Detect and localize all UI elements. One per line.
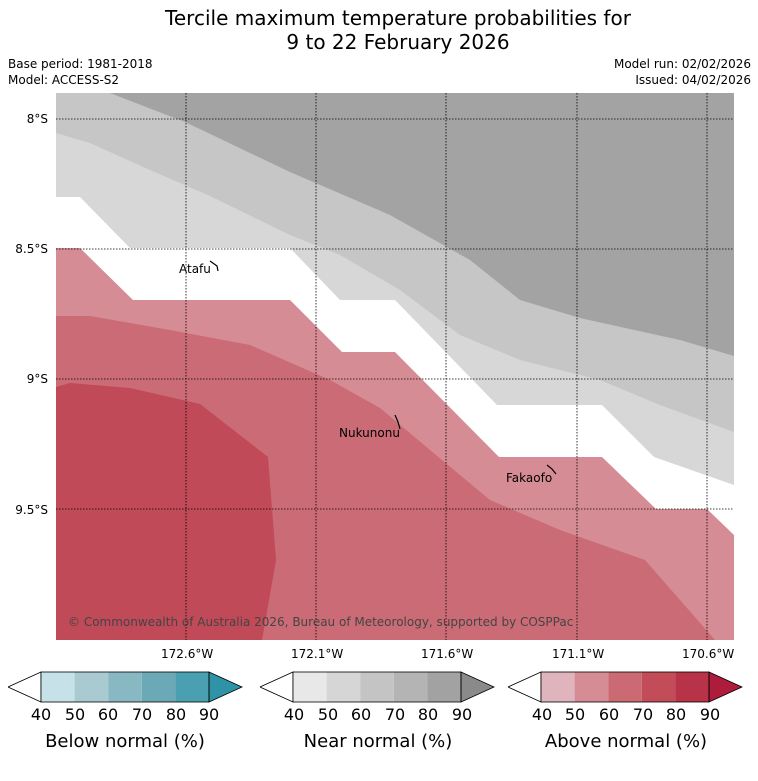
grid-lines	[56, 93, 734, 640]
tick: 90	[699, 705, 721, 724]
tick: 60	[97, 705, 119, 724]
colorbar-low-extend	[8, 671, 42, 703]
colorbar-segment	[293, 672, 327, 702]
colorbar-frame	[540, 671, 710, 703]
colorbar-segment	[641, 672, 676, 702]
chart-title: Tercile maximum temperature probabilitie…	[0, 6, 758, 54]
tick: 80	[417, 705, 439, 724]
meta-right: Model run: 02/02/2026 Issued: 04/02/2026	[614, 56, 751, 88]
colorbar-frame	[292, 671, 462, 703]
colorbar-near	[260, 671, 495, 703]
tick: 50	[564, 705, 586, 724]
zone-above-70	[56, 383, 276, 640]
colorbar-near-title: Near normal (%)	[303, 731, 453, 752]
colorbar-segment	[141, 672, 176, 702]
tick: 40	[531, 705, 553, 724]
tick: 80	[665, 705, 687, 724]
lon-label-170.6: 170.6°W	[682, 647, 735, 661]
colorbar-above	[508, 671, 743, 703]
lon-label-171.1: 171.1°W	[552, 647, 605, 661]
colorbar-segment	[427, 672, 461, 702]
tick: 90	[198, 705, 220, 724]
model-run: Model run: 02/02/2026	[613, 57, 751, 71]
atafu-outline	[209, 260, 219, 272]
nukunonu-outline	[394, 414, 401, 430]
copyright-notice: © Commonwealth of Australia 2026, Bureau…	[68, 615, 573, 629]
tick: 40	[30, 705, 52, 724]
colorbar-segment	[74, 672, 109, 702]
lat-label-8.5: 8.5°S	[15, 242, 48, 256]
atoll-markers	[209, 260, 557, 475]
lat-label-8: 8°S	[27, 112, 48, 126]
lon-label-172.6: 172.6°W	[161, 647, 214, 661]
colorbar-high-extend	[208, 671, 243, 703]
tick: 50	[317, 705, 339, 724]
colorbar-below-title: Below normal (%)	[45, 731, 205, 752]
meta-left: Base period: 1981-2018 Model: ACCESS-S2	[8, 56, 153, 88]
place-nukunonu: Nukunonu	[339, 426, 400, 440]
place-fakaofo: Fakaofo	[506, 471, 552, 485]
lon-label-172.1: 172.1°W	[291, 647, 344, 661]
model-name: Model: ACCESS-S2	[8, 73, 120, 87]
lat-label-9: 9°S	[27, 372, 48, 386]
tick: 50	[64, 705, 86, 724]
tick: 70	[384, 705, 406, 724]
lat-label-9.5: 9.5°S	[15, 503, 48, 517]
fakaofo-outline	[546, 464, 557, 475]
lon-label-171.6: 171.6°W	[421, 647, 474, 661]
title-line-1: Tercile maximum temperature probabilitie…	[165, 6, 631, 30]
colorbar-segment	[326, 672, 361, 702]
colorbar-segment	[175, 672, 209, 702]
tick: 70	[632, 705, 654, 724]
colorbar-segment	[574, 672, 609, 702]
colorbar-segment	[608, 672, 642, 702]
tick: 40	[283, 705, 305, 724]
colorbar-segment	[41, 672, 75, 702]
map-area	[56, 93, 734, 640]
colorbar-low-extend	[508, 671, 542, 703]
tick: 70	[131, 705, 153, 724]
colorbar-high-extend	[460, 671, 495, 703]
colorbar-segment	[108, 672, 142, 702]
colorbar-high-extend	[708, 671, 743, 703]
tick: 90	[451, 705, 473, 724]
tick: 80	[165, 705, 187, 724]
issued-date: Issued: 04/02/2026	[635, 73, 751, 87]
title-line-2: 9 to 22 February 2026	[286, 30, 510, 54]
colorbar-below	[8, 671, 243, 703]
colorbar-low-extend	[260, 671, 294, 703]
lat-labels: 8°S 8.5°S 9°S 9.5°S	[15, 112, 48, 517]
base-period: Base period: 1981-2018	[8, 57, 153, 71]
colorbar-above-title: Above normal (%)	[544, 731, 708, 752]
tick: 60	[598, 705, 620, 724]
colorbar-segment	[675, 672, 709, 702]
place-atafu: Atafu	[179, 262, 211, 276]
colorbar-segment	[360, 672, 394, 702]
colorbar-segment	[541, 672, 575, 702]
place-labels: Atafu Nukunonu Fakaofo	[179, 262, 552, 485]
colorbar-frame	[40, 671, 210, 703]
colorbar-segment	[393, 672, 428, 702]
tick: 60	[350, 705, 372, 724]
